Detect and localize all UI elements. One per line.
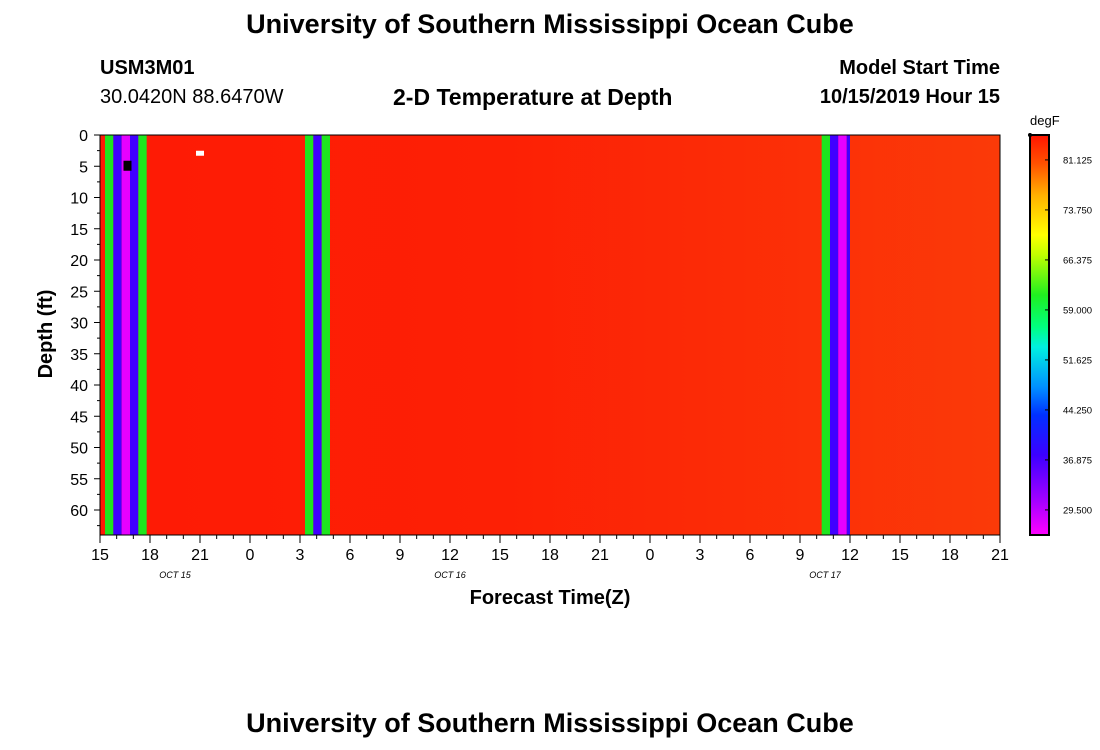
colorbar-unit: degF (1030, 113, 1060, 128)
x-tick-label: 9 (796, 547, 805, 564)
y-tick-label: 5 (79, 159, 88, 176)
x-axis-label: Forecast Time(Z) (470, 587, 631, 609)
y-tick-label: 20 (70, 253, 88, 270)
model-start-label: Model Start Time (839, 57, 1000, 79)
x-tick-label: 6 (746, 547, 755, 564)
colorbar-label: 29.500 (1063, 505, 1092, 516)
colorbar-corner (1028, 133, 1032, 137)
y-tick-label: 35 (70, 347, 88, 364)
colorbar: degF 81.125 73.750 66.375 59.000 51.625 44.250… (1028, 113, 1092, 536)
date-label: OCT 16 (434, 570, 466, 580)
temperature-band-9 (830, 135, 839, 535)
colorbar-label: 59.000 (1063, 305, 1092, 316)
missing-cell-1 (123, 160, 132, 171)
colorbar-label: 73.750 (1063, 205, 1092, 216)
temperature-band-8 (821, 135, 830, 535)
temperature-band-0 (105, 135, 114, 535)
y-tick-label: 25 (70, 284, 88, 301)
plot-area (99, 134, 1001, 536)
y-tick-label: 15 (70, 222, 88, 239)
x-tick-label: 0 (646, 547, 655, 564)
x-tick-label: 3 (696, 547, 705, 564)
temperature-band-5 (305, 135, 314, 535)
plot-title: 2-D Temperature at Depth (393, 84, 673, 110)
y-tick-label: 60 (70, 503, 88, 520)
temperature-band-1 (113, 135, 122, 535)
x-tick-label: 0 (246, 547, 255, 564)
temperature-band-6 (313, 135, 322, 535)
x-tick-label: 15 (91, 547, 109, 564)
model-start-time: 10/15/2019 Hour 15 (819, 86, 1000, 108)
y-tick-label: 45 (70, 409, 88, 426)
colorbar-gradient (1029, 134, 1050, 536)
colorbar-label: 81.125 (1063, 155, 1092, 166)
x-tick-label: 12 (441, 547, 459, 564)
x-tick-label: 15 (891, 547, 909, 564)
temperature-band-10 (838, 135, 847, 535)
colorbar-label: 66.375 (1063, 255, 1092, 266)
colorbar-label: 36.875 (1063, 455, 1092, 466)
x-tick-label: 21 (191, 547, 209, 564)
temperature-band-4 (138, 135, 147, 535)
y-tick-label: 55 (70, 472, 88, 489)
station-id: USM3M01 (100, 57, 195, 79)
x-tick-label: 18 (941, 547, 959, 564)
colorbar-label: 44.250 (1063, 405, 1092, 416)
x-tick-label: 21 (591, 547, 609, 564)
y-tick-label: 0 (79, 128, 88, 145)
x-tick-label: 18 (141, 547, 159, 564)
temperature-band-2 (121, 135, 130, 535)
x-tick-label: 21 (991, 547, 1009, 564)
page-title: University of Southern Mississippi Ocean… (246, 9, 854, 39)
y-axis-label: Depth (ft) (35, 290, 57, 379)
x-tick-label: 6 (346, 547, 355, 564)
date-label: OCT 17 (809, 570, 842, 580)
x-tick-label: 9 (396, 547, 405, 564)
temperature-band-7 (321, 135, 330, 535)
heatmap-background (100, 135, 1000, 535)
date-label: OCT 15 (159, 570, 192, 580)
station-coordinates: 30.0420N 88.6470W (100, 86, 284, 108)
temperature-band-3 (130, 135, 139, 535)
x-tick-label: 3 (296, 547, 305, 564)
footer-title: University of Southern Mississippi Ocean… (246, 708, 854, 738)
x-tick-label: 15 (491, 547, 509, 564)
y-tick-label: 40 (70, 378, 88, 395)
x-tick-label: 18 (541, 547, 559, 564)
y-tick-label: 30 (70, 316, 88, 333)
colorbar-label: 51.625 (1063, 355, 1092, 366)
y-tick-label: 50 (70, 441, 88, 458)
x-tick-label: 12 (841, 547, 859, 564)
y-tick-label: 10 (70, 191, 88, 208)
temperature-band-11 (846, 135, 850, 535)
missing-cell-0 (196, 150, 204, 156)
